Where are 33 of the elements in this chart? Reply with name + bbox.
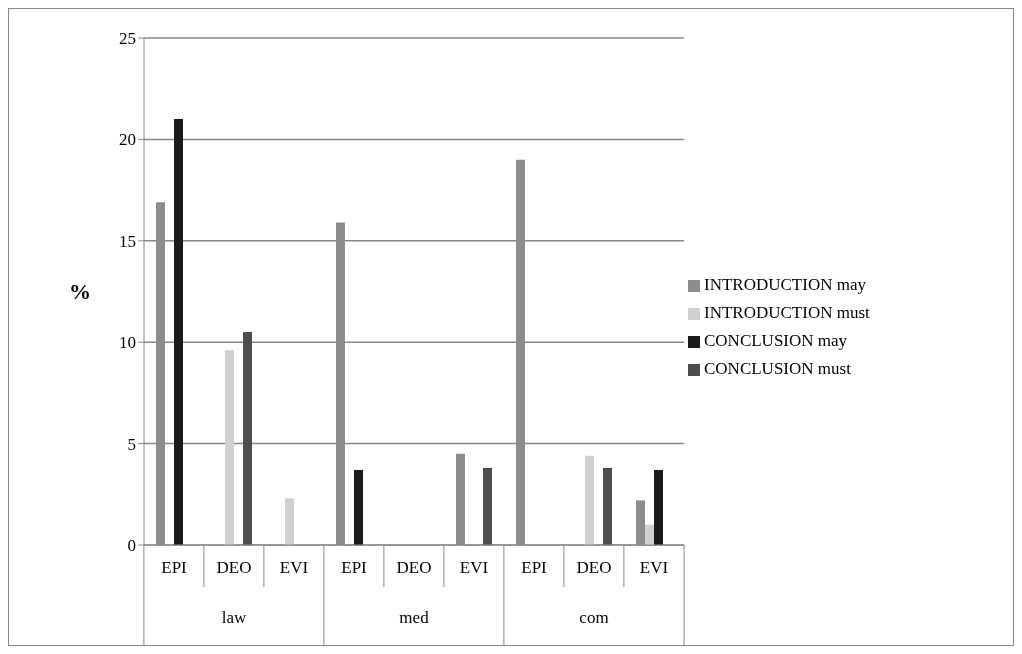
x-tick-label: DEO [576,558,612,577]
y-tick-label: 5 [127,434,136,454]
text: med [399,608,430,627]
bar [645,524,654,545]
x-tick-label: DEO [396,558,432,577]
legend-label: CONCLUSION must [704,359,851,378]
legend-label: CONCLUSION may [704,331,848,350]
text: com [579,608,609,627]
bar [585,455,594,545]
x-tick-label: EVI [639,558,669,577]
legend-label: INTRODUCTION may [704,275,866,294]
y-tick-label: 10 [119,333,136,353]
bar [654,469,663,545]
y-tick-label: 15 [119,231,136,251]
bar [243,332,252,545]
bar [174,119,183,545]
legend-label: INTRODUCTION must [704,303,870,322]
x-tick-label: EVI [459,558,489,577]
x-tick-label: EPI [521,558,548,577]
x-tick-label: EPI [161,558,188,577]
y-tick-label: 20 [119,130,136,150]
bar [603,467,612,545]
y-tick-label: 0 [127,536,136,556]
bar [483,467,492,545]
bar [354,469,363,545]
bar [285,498,294,545]
x-tick-label: EVI [279,558,309,577]
y-tick-label: 25 [119,29,136,49]
text: law [221,608,247,627]
bar [225,350,234,545]
x-tick-label: EPI [341,558,368,577]
x-tick-label: DEO [216,558,252,577]
y-axis-title: % [69,279,91,305]
